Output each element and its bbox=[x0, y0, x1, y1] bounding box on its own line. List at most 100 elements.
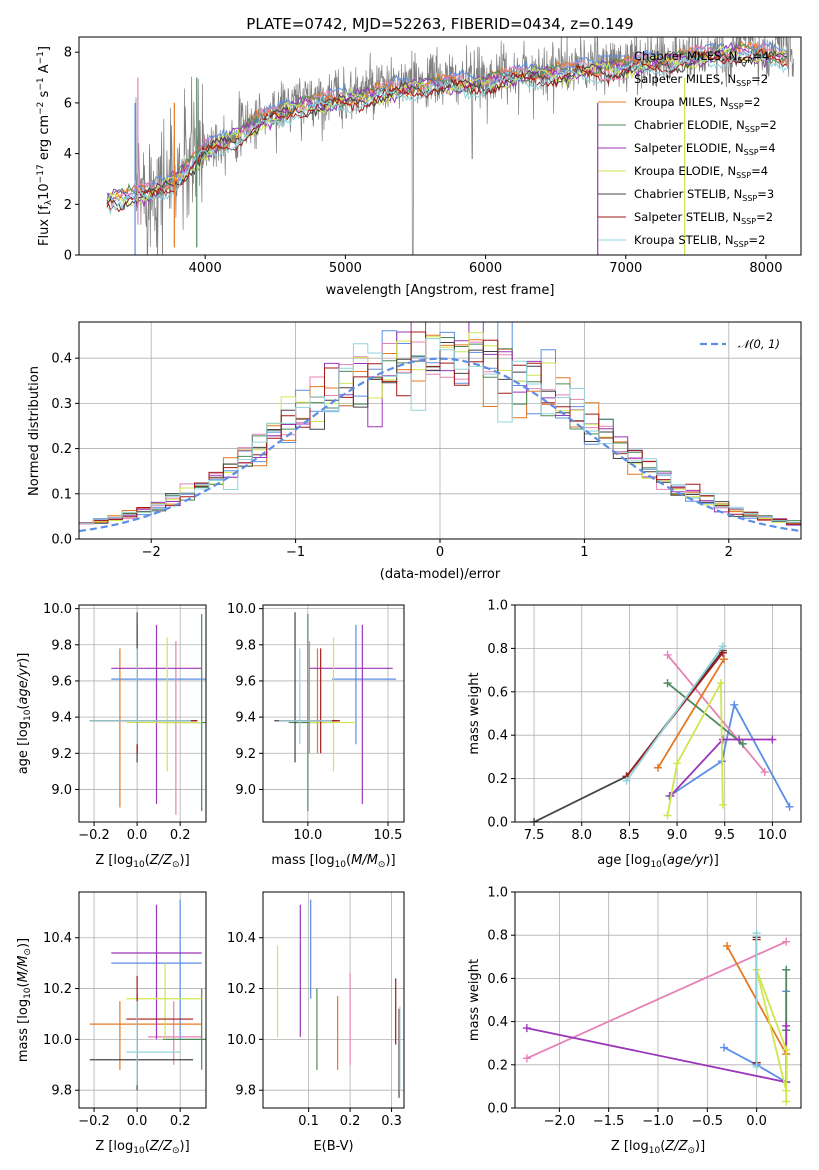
y-tick-label: 9.4 bbox=[235, 711, 256, 726]
series-marker bbox=[785, 802, 794, 811]
series-marker bbox=[735, 735, 744, 744]
y-tick-label: 10.4 bbox=[43, 931, 72, 946]
x-tick-label: 10.0 bbox=[758, 828, 787, 843]
x-axis-label: Z [log10(Z/Z⊙)] bbox=[95, 853, 189, 870]
x-tick-label: 9.5 bbox=[714, 828, 735, 843]
series-marker bbox=[663, 811, 672, 820]
y-tick-label: 0.8 bbox=[487, 642, 508, 657]
legend-label: Salpeter MILES, NSSP=2 bbox=[634, 72, 768, 88]
x-tick-label: −1.5 bbox=[593, 1114, 625, 1129]
series-marker bbox=[654, 763, 662, 772]
y-tick-label: 0.4 bbox=[487, 729, 508, 744]
y-tick-label: 10.0 bbox=[43, 1033, 72, 1048]
series-marker bbox=[663, 650, 672, 659]
x-tick-label: 4000 bbox=[189, 261, 222, 276]
plot-area-spectrum bbox=[106, 37, 795, 255]
y-tick-label: 0.2 bbox=[51, 442, 72, 457]
x-tick-label: 7.5 bbox=[524, 828, 545, 843]
series-marker bbox=[718, 642, 727, 651]
histogram-kroupa-stelib bbox=[79, 338, 801, 528]
axes-frame bbox=[262, 604, 405, 823]
axes-mass-vs-metallicity: −0.2 0.0 0.2 9.8 10.0 10.2 10.4 Z [log10(Z/Z⊙)]… bbox=[16, 891, 207, 1156]
series-marker bbox=[782, 937, 791, 946]
series-marker bbox=[752, 929, 761, 938]
plot-area-age-vs-mass bbox=[274, 612, 396, 812]
y-tick-label: 9.8 bbox=[51, 1084, 72, 1099]
plot-area-residuals bbox=[79, 322, 801, 533]
axes-age-vs-mass: 10.0 10.5 9.0 9.2 9.4 9.6 9.8 10.0 mass [log10(M… bbox=[227, 602, 405, 870]
x-tick-label: 0.0 bbox=[127, 1114, 148, 1129]
legend-spectrum: Chabrier MILES, NSSP=4 Salpeter MILES, NS… bbox=[598, 49, 777, 249]
axes-mass-weight-vs-age: 7.5 8.0 8.5 9.0 9.5 10.0 0.0 0.2 0.4 0.6 0.8 1.0 age… bbox=[467, 599, 802, 870]
plot-area-age-vs-metallicity bbox=[89, 612, 206, 815]
axes-spectrum: 4000 5000 6000 7000 8000 0 2 4 6 8 wavelength [Ang… bbox=[36, 36, 802, 298]
series-marker bbox=[782, 1097, 791, 1106]
y-tick-label: 0.1 bbox=[51, 487, 72, 502]
y-tick-label: 0.6 bbox=[487, 972, 508, 987]
series-line bbox=[666, 679, 724, 816]
y-tick-label: 0.4 bbox=[487, 1015, 508, 1030]
axes-frame bbox=[78, 604, 207, 823]
axes-mass-weight-vs-metallicity: −2.0 −1.5 −1.0 −0.5 0.0 0.0 0.2 0.4 0.6 0.8 1.0 Z [… bbox=[467, 886, 802, 1156]
figure-title: PLATE=0742, MJD=52263, FIBERID=0434, z=0… bbox=[246, 15, 633, 33]
x-tick-label: 10.0 bbox=[293, 828, 322, 843]
y-tick-label: 9.8 bbox=[51, 638, 72, 653]
y-tick-label: 10.0 bbox=[227, 1033, 256, 1048]
series-line bbox=[526, 1025, 788, 1084]
model-spectrum-salpeter-stelib bbox=[106, 48, 788, 213]
x-axis-label: E(B-V) bbox=[313, 1139, 353, 1154]
y-axis-label: mass [log10(M/M⊙)] bbox=[16, 938, 33, 1062]
series-line bbox=[755, 969, 788, 1102]
axes-frame bbox=[78, 36, 802, 256]
plot-area-mass-vs-extinction bbox=[276, 899, 401, 1098]
series-marker bbox=[782, 1086, 791, 1095]
series-marker bbox=[738, 739, 747, 748]
axes-frame bbox=[78, 891, 207, 1109]
plot-area-mass-weight-vs-metallicity bbox=[522, 929, 791, 1106]
x-tick-label: 0.2 bbox=[340, 1114, 361, 1129]
y-tick-label: 10.2 bbox=[43, 982, 72, 997]
x-tick-label: −0.5 bbox=[692, 1114, 724, 1129]
plot-area-mass-vs-metallicity bbox=[89, 899, 206, 1091]
legend-residuals: 𝒩(0, 1) bbox=[700, 337, 780, 351]
y-tick-label: 1.0 bbox=[487, 886, 508, 901]
series-marker bbox=[720, 1043, 729, 1052]
y-tick-label: 9.2 bbox=[51, 747, 72, 762]
series-marker bbox=[760, 768, 769, 777]
series-marker bbox=[719, 655, 728, 664]
x-axis-label: age [log10(age/yr)] bbox=[597, 853, 719, 870]
model-spectrum-kroupa-miles bbox=[106, 40, 788, 207]
x-tick-label: −0.2 bbox=[78, 1114, 110, 1129]
model-spectrum-salpeter-elodie bbox=[106, 41, 788, 209]
y-tick-label: 0.0 bbox=[51, 533, 72, 548]
x-tick-label: −1 bbox=[286, 545, 305, 560]
x-tick-label: 0.2 bbox=[170, 828, 191, 843]
axes-frame bbox=[514, 604, 802, 823]
y-tick-label: 8 bbox=[64, 46, 72, 61]
series-marker bbox=[673, 759, 682, 768]
x-axis-label: mass [log10(M/M⊙)] bbox=[271, 853, 395, 870]
axes-mass-vs-extinction: 0.1 0.2 0.3 9.8 10.0 10.2 10.4 E(B-V) bbox=[227, 891, 405, 1154]
y-tick-label: 10.2 bbox=[227, 982, 256, 997]
y-tick-label: 0.2 bbox=[487, 772, 508, 787]
series-marker bbox=[782, 1021, 791, 1030]
axes-residuals: −2 −1 0 1 2 0.0 0.1 0.2 0.3 0.4 𝒩(0, 1) (data-model… bbox=[27, 321, 802, 582]
y-axis-label: Normed distribution bbox=[27, 366, 42, 496]
x-axis-label: Z [log10(Z/Z⊙)] bbox=[95, 1139, 189, 1156]
axes-age-vs-metallicity: −0.2 0.0 0.2 9.0 9.2 9.4 9.6 9.8 10.0 Z [log10(Z/… bbox=[16, 602, 207, 870]
series-marker bbox=[718, 800, 727, 809]
legend-label: Chabrier MILES, NSSP=4 bbox=[634, 49, 769, 65]
x-tick-label: 0.0 bbox=[746, 1114, 767, 1129]
series-marker bbox=[782, 965, 791, 974]
x-tick-label: −1.0 bbox=[642, 1114, 674, 1129]
legend-label: Kroupa ELODIE, NSSP=4 bbox=[634, 164, 768, 180]
reference-gaussian bbox=[79, 357, 801, 533]
x-tick-label: 8000 bbox=[749, 261, 782, 276]
y-tick-label: 1.0 bbox=[487, 599, 508, 614]
x-axis-label: Z [log10(Z/Z⊙)] bbox=[611, 1139, 705, 1156]
x-tick-label: 7000 bbox=[609, 261, 642, 276]
y-tick-label: 0.3 bbox=[51, 397, 72, 412]
x-tick-label: −2.0 bbox=[544, 1114, 576, 1129]
y-tick-label: 2 bbox=[64, 198, 72, 213]
